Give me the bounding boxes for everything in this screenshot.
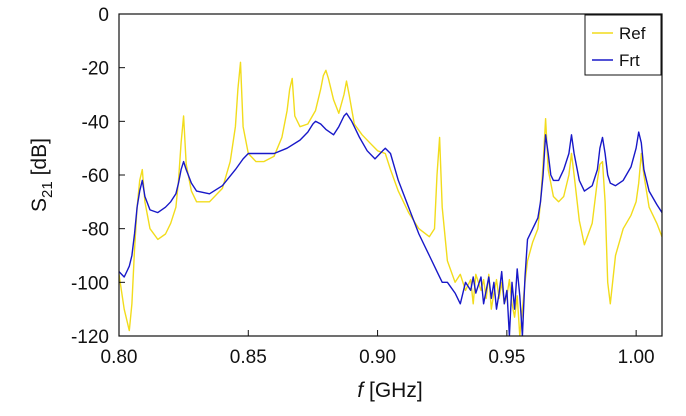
y-tick-label: -100 [71, 273, 109, 294]
x-axis-title: f [GHz] [357, 379, 422, 402]
legend-label-ref: Ref [619, 24, 646, 43]
y-tick-label: -80 [82, 220, 109, 241]
y-axis-title: S21 [dB] [28, 138, 56, 212]
x-tick-label: 0.85 [230, 347, 267, 368]
series-layer [119, 61, 662, 336]
series-line-ref [119, 61, 662, 336]
y-tick-label: -60 [82, 166, 109, 187]
legend-label-frt: Frt [619, 51, 640, 70]
y-tick-label: -20 [82, 59, 109, 80]
legend: Ref Frt [584, 14, 662, 76]
y-axis-ticks: 0 -20 -40 -60 -80 -100 -120 [71, 5, 125, 348]
x-tick-label: 0.80 [101, 347, 138, 368]
plot-frame [118, 13, 663, 337]
x-tick-label: 0.95 [488, 347, 525, 368]
x-axis-ticks: 0.80 0.85 0.90 0.95 1.00 [101, 330, 655, 368]
y-tick-label: -120 [71, 327, 109, 348]
y-tick-label: -40 [82, 112, 109, 133]
y-tick-label: 0 [98, 5, 109, 26]
x-tick-label: 0.90 [359, 347, 396, 368]
legend-box [584, 14, 662, 76]
series-line-frt [119, 112, 662, 336]
x-tick-label: 1.00 [618, 347, 655, 368]
